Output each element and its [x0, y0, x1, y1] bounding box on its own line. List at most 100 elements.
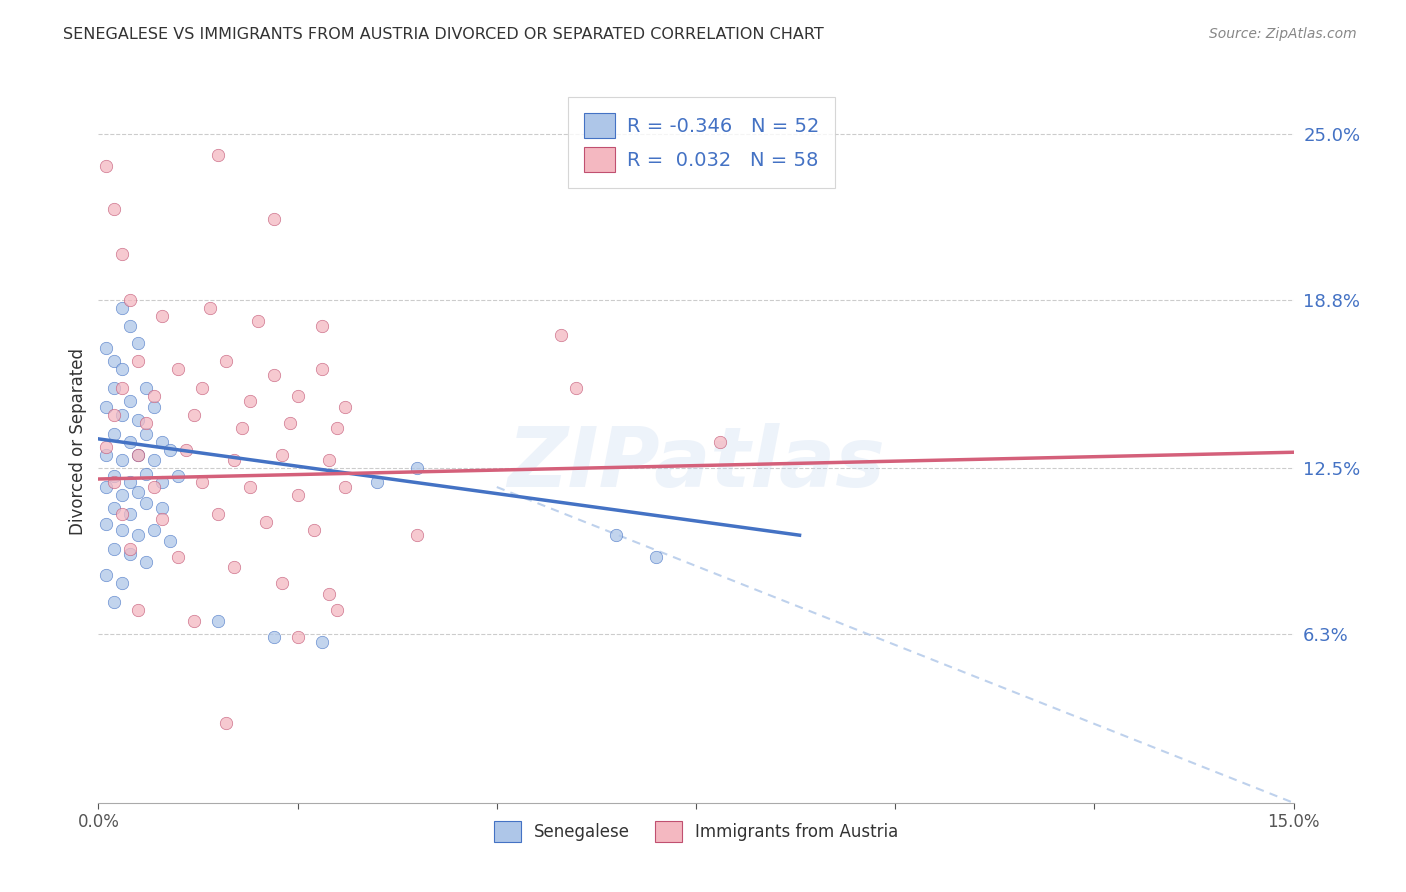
Point [111, 576, 134, 591]
Point [120, 547, 142, 561]
Point [111, 523, 134, 537]
Point [127, 413, 149, 427]
Point [150, 501, 173, 516]
Point [135, 467, 157, 481]
Point [215, 715, 238, 730]
Point [111, 247, 134, 261]
Point [246, 314, 269, 328]
Point [127, 448, 149, 462]
Point [198, 301, 221, 315]
Point [207, 507, 229, 521]
Point [191, 381, 214, 395]
Point [709, 434, 731, 449]
Point [120, 541, 142, 556]
Point [318, 587, 340, 601]
Point [270, 576, 292, 591]
Point [111, 507, 134, 521]
Point [311, 362, 333, 376]
Point [150, 309, 173, 323]
Point [103, 381, 125, 395]
Point [111, 381, 134, 395]
Point [127, 354, 149, 368]
Point [215, 354, 238, 368]
Point [366, 475, 388, 489]
Point [127, 485, 149, 500]
Point [111, 301, 134, 315]
Point [167, 469, 190, 483]
Point [143, 389, 166, 403]
Point [103, 426, 125, 441]
Point [222, 560, 245, 574]
Point [159, 533, 181, 548]
Point [167, 549, 190, 564]
Point [174, 442, 197, 457]
Point [302, 523, 325, 537]
Point [120, 293, 142, 307]
Point [254, 515, 277, 529]
Point [326, 603, 349, 617]
Point [183, 408, 205, 422]
Point [207, 614, 229, 628]
Point [335, 400, 357, 414]
Point [96, 400, 118, 414]
Point [120, 394, 142, 409]
Point [135, 555, 157, 569]
Point [318, 453, 340, 467]
Point [127, 335, 149, 350]
Legend: Senegalese, Immigrants from Austria: Senegalese, Immigrants from Austria [486, 814, 905, 848]
Point [127, 603, 149, 617]
Point [159, 442, 181, 457]
Point [605, 528, 627, 542]
Point [103, 541, 125, 556]
Point [278, 416, 301, 430]
Point [103, 408, 125, 422]
Point [231, 421, 253, 435]
Text: Source: ZipAtlas.com: Source: ZipAtlas.com [1209, 27, 1357, 41]
Point [111, 488, 134, 502]
Point [135, 381, 157, 395]
Point [135, 496, 157, 510]
Point [326, 421, 349, 435]
Point [120, 319, 142, 334]
Point [150, 434, 173, 449]
Point [96, 341, 118, 355]
Point [127, 528, 149, 542]
Point [111, 453, 134, 467]
Point [143, 523, 166, 537]
Point [550, 327, 572, 342]
Point [111, 362, 134, 376]
Point [287, 389, 309, 403]
Point [270, 448, 292, 462]
Point [96, 159, 118, 173]
Point [96, 480, 118, 494]
Point [120, 434, 142, 449]
Point [263, 368, 285, 382]
Point [406, 461, 429, 475]
Point [222, 453, 245, 467]
Point [103, 475, 125, 489]
Point [143, 480, 166, 494]
Point [645, 549, 668, 564]
Point [103, 202, 125, 216]
Point [239, 394, 262, 409]
Point [135, 426, 157, 441]
Point [335, 480, 357, 494]
Point [183, 614, 205, 628]
Point [263, 212, 285, 227]
Point [103, 469, 125, 483]
Point [143, 453, 166, 467]
Text: SENEGALESE VS IMMIGRANTS FROM AUSTRIA DIVORCED OR SEPARATED CORRELATION CHART: SENEGALESE VS IMMIGRANTS FROM AUSTRIA DI… [63, 27, 824, 42]
Point [191, 475, 214, 489]
Point [103, 595, 125, 609]
Y-axis label: Divorced or Separated: Divorced or Separated [69, 348, 87, 535]
Text: ZIPatlas: ZIPatlas [508, 423, 884, 504]
Point [127, 448, 149, 462]
Point [111, 408, 134, 422]
Point [167, 362, 190, 376]
Point [96, 568, 118, 582]
Point [287, 630, 309, 644]
Point [143, 400, 166, 414]
Point [406, 528, 429, 542]
Point [150, 512, 173, 526]
Point [150, 475, 173, 489]
